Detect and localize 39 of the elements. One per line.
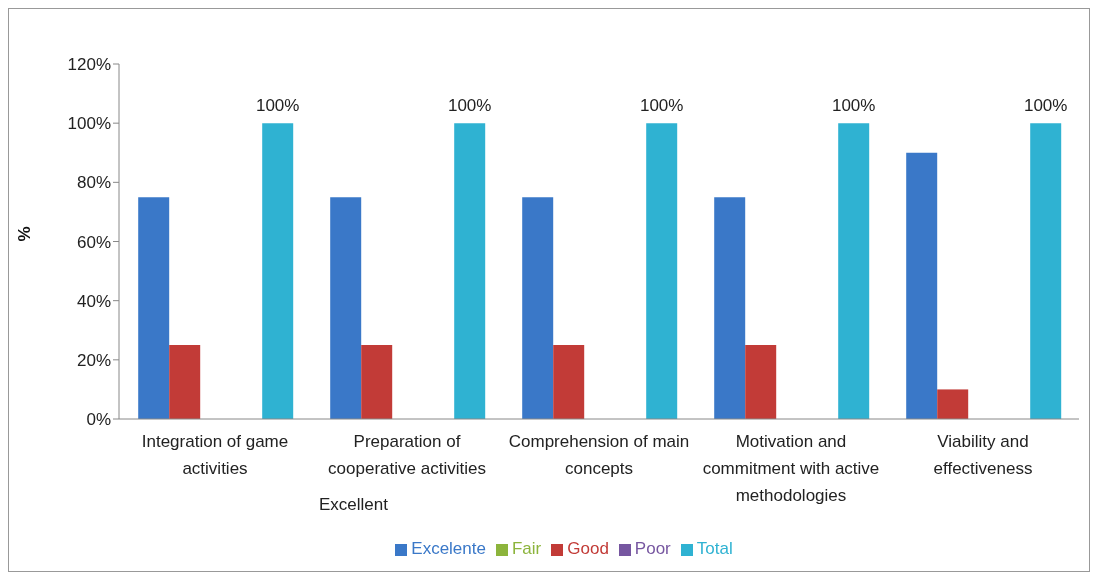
legend-label: Poor (634, 539, 671, 558)
data-label: 100% (255, 96, 300, 116)
bar (454, 123, 486, 419)
bar (1030, 123, 1062, 419)
legend-label: Good (567, 539, 609, 558)
bar (553, 345, 585, 419)
x-tick-label: Motivation and commitment with active methodologies (702, 432, 880, 505)
x-tick-label: Preparation of cooperative activities (328, 432, 486, 478)
data-label: 100% (1023, 96, 1068, 116)
y-tick-label: 100% (67, 114, 111, 134)
bar (646, 123, 678, 419)
bar (262, 123, 294, 419)
x-tick-label: Integration of game activities (141, 432, 289, 478)
y-tick-label: 40% (76, 291, 111, 311)
bar (361, 345, 393, 419)
text: Excellent (319, 495, 388, 515)
x-tick-label: Comprehension of main concepts (508, 432, 690, 478)
bar (330, 197, 362, 419)
y-tick-label: 0% (86, 410, 111, 430)
y-tick-label: 60% (76, 232, 111, 252)
bar (714, 197, 746, 419)
y-tick-label: 120% (67, 55, 111, 75)
bar (169, 345, 201, 419)
bar (906, 152, 938, 419)
legend-label: Excelente (411, 539, 486, 558)
x-tick-label: Viability and effectiveness (933, 432, 1033, 478)
bar (745, 345, 777, 419)
data-label: 100% (639, 96, 684, 116)
legend-label: Total (696, 539, 733, 558)
legend-label: Fair (511, 539, 542, 558)
y-tick-label: 80% (76, 173, 111, 193)
bar (838, 123, 870, 419)
bar (138, 197, 170, 419)
bar (522, 197, 554, 419)
y-tick-label: 20% (76, 350, 111, 370)
bar (937, 389, 969, 419)
data-label: 100% (831, 96, 876, 116)
data-label: 100% (447, 96, 492, 116)
y-axis-title: % (15, 226, 35, 242)
